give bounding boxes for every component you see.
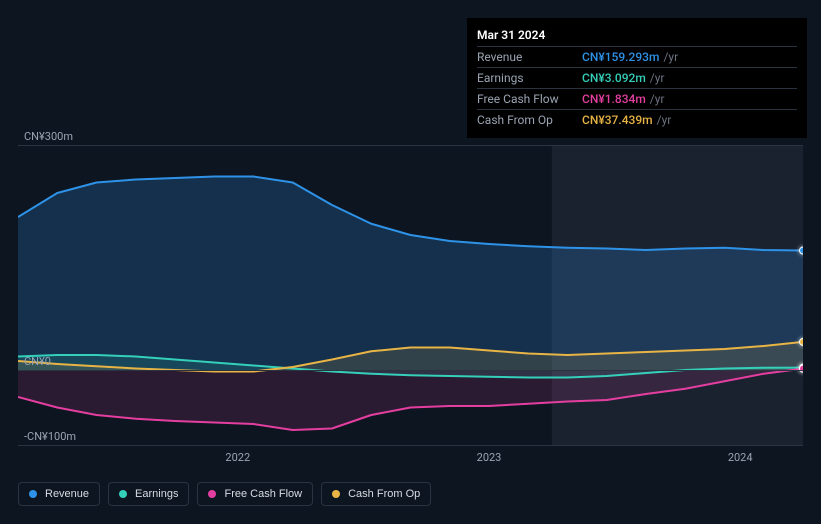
tooltip-row-unit: /yr xyxy=(650,92,665,106)
y-gridline xyxy=(18,445,803,446)
x-axis-label: 2022 xyxy=(225,451,250,464)
tooltip-row: Cash From OpCN¥37.439m/yr xyxy=(477,109,797,130)
y-axis-label: -CN¥100m xyxy=(24,430,76,443)
legend-dot-icon xyxy=(332,490,340,498)
tooltip-row-value: CN¥37.439m xyxy=(582,113,653,127)
financial-chart xyxy=(18,145,803,445)
tooltip-row-value: CN¥1.834m xyxy=(582,92,646,106)
y-axis-label: CN¥300m xyxy=(24,130,73,143)
tooltip-row: RevenueCN¥159.293m/yr xyxy=(477,46,797,67)
legend-item-earnings[interactable]: Earnings xyxy=(108,482,189,506)
tooltip-row: EarningsCN¥3.092m/yr xyxy=(477,67,797,88)
y-axis-label: CN¥0 xyxy=(24,355,51,368)
revenue-end-marker xyxy=(800,247,804,254)
tooltip-row-label: Earnings xyxy=(477,71,582,85)
cash_from_op-end-marker xyxy=(800,338,804,345)
legend-item-label: Revenue xyxy=(45,488,89,500)
tooltip-row-unit: /yr xyxy=(657,113,672,127)
free_cash_flow-end-marker xyxy=(800,365,804,372)
legend-dot-icon xyxy=(29,490,37,498)
chart-legend: Revenue Earnings Free Cash Flow Cash From O… xyxy=(18,482,431,506)
legend-item-free_cash_flow[interactable]: Free Cash Flow xyxy=(197,482,313,506)
data-tooltip: Mar 31 2024 RevenueCN¥159.293m/yrEarning… xyxy=(467,18,807,138)
tooltip-row-value: CN¥3.092m xyxy=(582,71,646,85)
tooltip-row-unit: /yr xyxy=(663,50,678,64)
legend-dot-icon xyxy=(208,490,216,498)
tooltip-row-label: Revenue xyxy=(477,50,582,64)
tooltip-row-value: CN¥159.293m xyxy=(582,50,659,64)
legend-dot-icon xyxy=(119,490,127,498)
tooltip-row-label: Cash From Op xyxy=(477,113,582,127)
legend-item-label: Free Cash Flow xyxy=(224,488,302,500)
legend-item-label: Earnings xyxy=(135,488,178,500)
y-gridline xyxy=(18,370,803,371)
legend-item-revenue[interactable]: Revenue xyxy=(18,482,100,506)
legend-item-cash_from_op[interactable]: Cash From Op xyxy=(321,482,431,506)
tooltip-row: Free Cash FlowCN¥1.834m/yr xyxy=(477,88,797,109)
tooltip-date: Mar 31 2024 xyxy=(477,24,797,46)
x-axis-label: 2024 xyxy=(728,451,753,464)
x-axis-label: 2023 xyxy=(477,451,502,464)
tooltip-row-label: Free Cash Flow xyxy=(477,92,582,106)
y-gridline xyxy=(18,145,803,146)
tooltip-row-unit: /yr xyxy=(650,71,665,85)
legend-item-label: Cash From Op xyxy=(348,488,420,500)
